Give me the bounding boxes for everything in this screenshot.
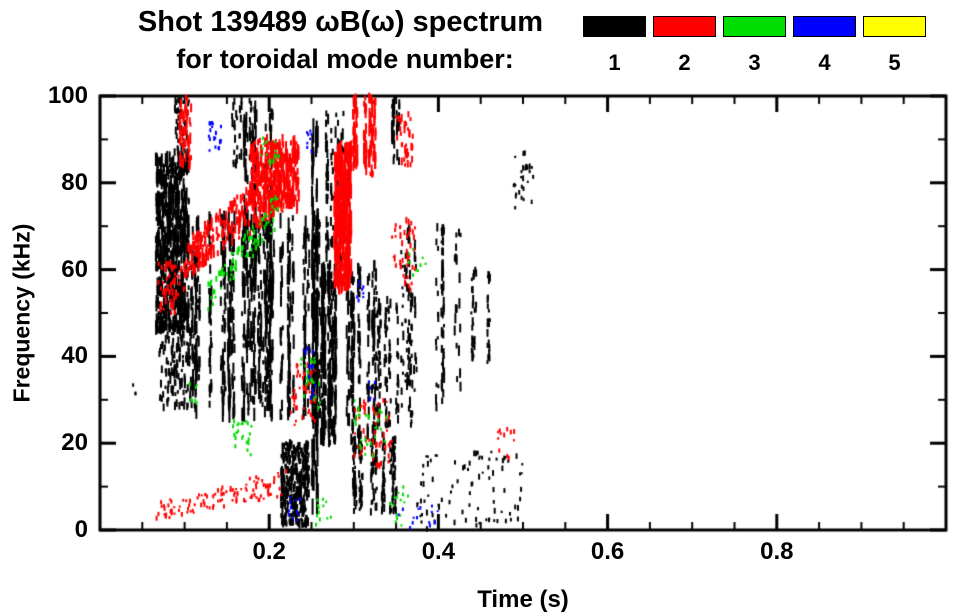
x-tick-label: 0.6 xyxy=(590,538,625,565)
y-tick-label: 100 xyxy=(47,82,88,109)
legend-swatch-mode-3 xyxy=(723,16,786,37)
y-tick-label: 0 xyxy=(74,516,88,543)
x-axis-label: Time (s) xyxy=(477,586,569,613)
y-axis-label: Frequency (kHz) xyxy=(8,223,35,403)
x-tick-label: 0.4 xyxy=(421,538,456,565)
y-tick-label: 40 xyxy=(61,342,88,370)
legend-swatch-mode-4 xyxy=(793,16,856,37)
legend-swatch-mode-1 xyxy=(583,16,646,37)
x-tick-label: 0.2 xyxy=(252,538,286,565)
chart-title: Shot 139489 ωB(ω) spectrum xyxy=(137,6,544,38)
x-tick-label: 0.8 xyxy=(760,538,794,565)
legend-number-mode-3: 3 xyxy=(748,50,761,75)
legend-number-mode-5: 5 xyxy=(888,50,901,75)
legend-number-mode-2: 2 xyxy=(678,50,691,75)
legend-mode-numbers: 1 2 3 4 5 xyxy=(583,50,926,76)
legend-swatches xyxy=(583,16,926,37)
legend-number-mode-1: 1 xyxy=(608,50,621,75)
legend-swatch-mode-5 xyxy=(863,16,926,37)
chart-subtitle: for toroidal mode number: xyxy=(176,44,514,74)
legend-number-mode-4: 4 xyxy=(818,50,831,75)
y-tick-label: 60 xyxy=(61,255,88,283)
legend-swatch-mode-2 xyxy=(653,16,716,37)
y-tick-label: 80 xyxy=(61,168,88,196)
y-tick-label: 20 xyxy=(61,429,88,457)
